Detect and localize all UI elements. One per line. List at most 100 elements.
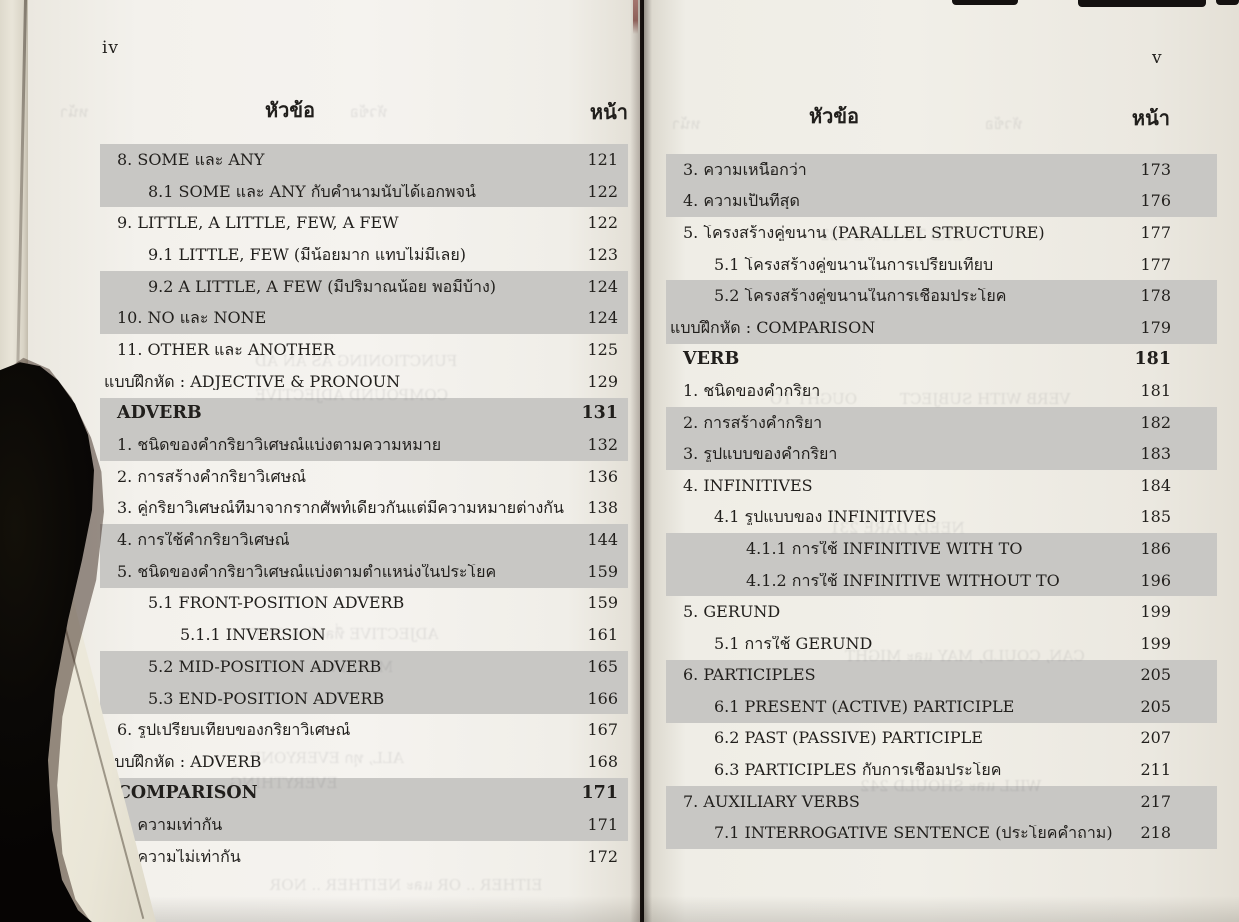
toc-entry-page-number: 159 bbox=[587, 593, 618, 613]
toc-entry-title: 6. รูปเปรียบเทียบของกริยาวิเศษณ์ bbox=[117, 722, 351, 739]
toc-entry-page-number: 167 bbox=[587, 720, 618, 740]
left-page: iv หัวข้อ หน้า 8. SOME และ ANY 121 8.1 SOM… bbox=[28, 0, 640, 922]
toc-entry-page-number: 129 bbox=[587, 371, 618, 391]
toc-row: 2. การสร้างคำกริยา 182 bbox=[666, 406, 1217, 439]
toc-row: 5.2 MID-POSITION ADVERB 165 bbox=[100, 651, 628, 683]
toc-entry-page-number: 161 bbox=[587, 625, 618, 645]
toc-entry-title: 8.1 SOME และ ANY กับคำนามนับได้เอกพจน์ bbox=[148, 183, 476, 200]
toc-row: 4.1.2 การใช้ INFINITIVE WITHOUT TO 196 bbox=[666, 564, 1217, 597]
toc-entry-page-number: 131 bbox=[581, 402, 618, 423]
toc-entry-title: 6.1 PRESENT (ACTIVE) PARTICIPLE bbox=[714, 698, 1015, 715]
toc-entry-title: 6.2 PAST (PASSIVE) PARTICIPLE bbox=[714, 730, 983, 747]
toc-row: 5.3 END-POSITION ADVERB 166 bbox=[100, 682, 628, 715]
toc-row: 9.2 A LITTLE, A FEW (มีปริมาณน้อย พอมีบ้… bbox=[100, 270, 628, 303]
background-sliver bbox=[1216, 0, 1239, 5]
toc-row: COMPARISON 171 bbox=[100, 777, 628, 810]
toc-entry-page-number: 173 bbox=[1140, 159, 1171, 179]
toc-row: 8. SOME และ ANY 121 bbox=[100, 144, 628, 176]
spine-edge bbox=[633, 0, 638, 34]
toc-entry-title: 8. SOME และ ANY bbox=[117, 151, 265, 168]
background-sliver bbox=[952, 0, 1018, 5]
toc-entry-page-number: 178 bbox=[1140, 286, 1171, 306]
toc-row: 7.1 INTERROGATIVE SENTENCE (ประโยคคำถาม)… bbox=[666, 817, 1217, 850]
right-page-number-label: v bbox=[1152, 48, 1163, 68]
toc-row: 1. ความเท่ากัน 171 bbox=[100, 809, 628, 842]
right-toc-list: 3. ความเหนือกว่า 173 4. ความเป็นที่สุด 176 5… bbox=[666, 154, 1217, 850]
toc-entry-title: 9. LITTLE, A LITTLE, FEW, A FEW bbox=[117, 215, 399, 232]
toc-entry-title: 9.2 A LITTLE, A FEW (มีปริมาณน้อย พอมีบ้… bbox=[148, 278, 497, 295]
toc-row: แบบฝึกหัด : ADVERB 168 bbox=[100, 746, 628, 778]
toc-entry-page-number: 211 bbox=[1140, 760, 1171, 780]
toc-entry-title: แบบฝึกหัด : COMPARISON bbox=[670, 319, 876, 336]
toc-entry-title: 3. รูปแบบของคำกริยา bbox=[683, 446, 838, 463]
toc-entry-page-number: 205 bbox=[1140, 696, 1171, 716]
toc-entry-page-number: 124 bbox=[587, 308, 618, 328]
toc-row: 10. NO และ NONE 124 bbox=[100, 302, 628, 335]
toc-entry-page-number: 183 bbox=[1140, 444, 1171, 464]
toc-entry-title: 7. AUXILIARY VERBS bbox=[683, 793, 860, 810]
toc-row: 6.3 PARTICIPLES กับการเชื่อมประโยค 211 bbox=[666, 754, 1217, 786]
right-page: v หัวข้อ หน้า 3. ความเหนือกว่า 173 4. ความ… bbox=[644, 0, 1239, 922]
left-page-number-label: iv bbox=[102, 38, 120, 58]
toc-entry-page-number: 182 bbox=[1140, 412, 1171, 432]
toc-entry-title: 6. PARTICIPLES bbox=[683, 667, 816, 684]
toc-entry-title: 4.1.1 การใช้ INFINITIVE WITH TO bbox=[746, 540, 1023, 557]
toc-row: 3. คู่กริยาวิเศษณ์ที่มาจากรากศัพท์เดียวก… bbox=[100, 493, 628, 525]
toc-entry-page-number: 168 bbox=[587, 751, 618, 771]
toc-row: 6. PARTICIPLES 205 bbox=[666, 659, 1217, 692]
toc-row: 2. ความไม่เท่ากัน 172 bbox=[100, 841, 628, 873]
toc-row: 5. GERUND 199 bbox=[666, 596, 1217, 628]
toc-entry-title: 3. ความเหนือกว่า bbox=[683, 161, 807, 178]
toc-entry-page-number: 177 bbox=[1140, 222, 1171, 242]
toc-entry-page-number: 207 bbox=[1140, 728, 1171, 748]
toc-entry-page-number: 184 bbox=[1140, 475, 1171, 495]
toc-entry-title: 1. ชนิดของคำกริยา bbox=[683, 382, 821, 399]
toc-entry-page-number: 176 bbox=[1140, 191, 1171, 211]
book-gutter-shadow bbox=[630, 0, 652, 922]
left-topic-column-header: หัวข้อ bbox=[264, 98, 316, 122]
left-toc-list: 8. SOME และ ANY 121 8.1 SOME และ ANY กับคำ… bbox=[100, 144, 628, 873]
toc-entry-title: 9.1 LITTLE, FEW (มีน้อยมาก แทบไม่มีเลย) bbox=[148, 246, 466, 263]
toc-entry-title: 2. การสร้างคำกริยา bbox=[683, 414, 823, 431]
toc-entry-page-number: 181 bbox=[1140, 380, 1171, 400]
toc-entry-title: 5. GERUND bbox=[683, 604, 781, 621]
toc-row: แบบฝึกหัด : COMPARISON 179 bbox=[666, 311, 1217, 344]
toc-entry-page-number: 171 bbox=[581, 782, 618, 803]
toc-entry-page-number: 124 bbox=[587, 276, 618, 296]
toc-row: 4.1.1 การใช้ INFINITIVE WITH TO 186 bbox=[666, 533, 1217, 565]
toc-entry-title: ADVERB bbox=[117, 404, 202, 423]
toc-entry-page-number: 181 bbox=[1134, 348, 1171, 369]
toc-row: 1. ชนิดของคำกริยา 181 bbox=[666, 375, 1217, 407]
toc-entry-title: 5. โครงสร้างคู่ขนาน (PARALLEL STRUCTURE) bbox=[683, 224, 1045, 241]
toc-row: 5.1 โครงสร้างคู่ขนานในการเปรียบเทียบ 177 bbox=[666, 249, 1217, 281]
toc-entry-page-number: 217 bbox=[1140, 791, 1171, 811]
toc-entry-title: 10. NO และ NONE bbox=[117, 310, 267, 327]
toc-entry-page-number: 144 bbox=[587, 530, 618, 550]
toc-entry-page-number: 218 bbox=[1140, 823, 1171, 843]
toc-row: 5.2 โครงสร้างคู่ขนานในการเชื่อมประโยค 178 bbox=[666, 280, 1217, 312]
toc-row: 6. รูปเปรียบเทียบของกริยาวิเศษณ์ 167 bbox=[100, 714, 628, 746]
toc-entry-page-number: 122 bbox=[587, 213, 618, 233]
toc-entry-page-number: 159 bbox=[587, 561, 618, 581]
right-page-bottom-shadow bbox=[644, 896, 1239, 922]
toc-entry-title: 5.1.1 INVERSION bbox=[180, 627, 326, 644]
toc-row: 4.1 รูปแบบของ INFINITIVES 185 bbox=[666, 502, 1217, 534]
toc-entry-title: 2. การสร้างคำกริยาวิเศษณ์ bbox=[117, 468, 307, 485]
toc-entry-title: VERB bbox=[683, 350, 740, 369]
toc-row: 4. การใช้คำกริยาวิเศษณ์ 144 bbox=[100, 524, 628, 556]
toc-row: 8.1 SOME และ ANY กับคำนามนับได้เอกพจน์ 12… bbox=[100, 175, 628, 208]
toc-entry-page-number: 125 bbox=[587, 339, 618, 359]
toc-entry-page-number: 172 bbox=[587, 846, 618, 866]
toc-entry-title: 5.3 END-POSITION ADVERB bbox=[148, 690, 385, 707]
toc-row: 4. INFINITIVES 184 bbox=[666, 470, 1217, 502]
toc-entry-page-number: 171 bbox=[587, 815, 618, 835]
toc-entry-page-number: 199 bbox=[1140, 602, 1171, 622]
toc-entry-title: 1. ความเท่ากัน bbox=[117, 817, 223, 834]
toc-entry-page-number: 121 bbox=[587, 149, 618, 169]
toc-entry-title: 4. การใช้คำกริยาวิเศษณ์ bbox=[117, 532, 290, 549]
toc-row: 1. ชนิดของคำกริยาวิเศษณ์แบ่งตามความหมาย 1… bbox=[100, 429, 628, 461]
toc-entry-page-number: 196 bbox=[1140, 570, 1171, 590]
toc-entry-title: 4. INFINITIVES bbox=[683, 477, 813, 494]
toc-row: 5.1 FRONT-POSITION ADVERB 159 bbox=[100, 588, 628, 620]
